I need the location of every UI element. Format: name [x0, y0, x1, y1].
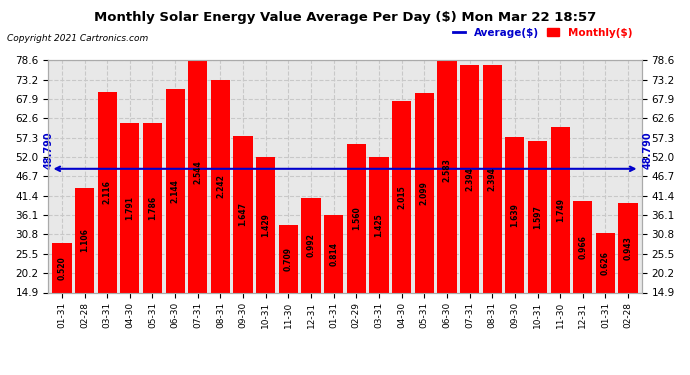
Bar	[97, 92, 117, 292]
Text: 1.597: 1.597	[533, 205, 542, 229]
Bar	[528, 141, 547, 292]
Text: 0.992: 0.992	[306, 234, 315, 257]
Bar	[75, 188, 94, 292]
Text: Copyright 2021 Cartronics.com: Copyright 2021 Cartronics.com	[7, 34, 148, 43]
Text: 2.144: 2.144	[170, 179, 179, 203]
Bar	[52, 243, 72, 292]
Text: 0.709: 0.709	[284, 247, 293, 271]
Text: 1.106: 1.106	[80, 228, 89, 252]
Bar	[369, 157, 388, 292]
Bar	[302, 198, 321, 292]
Legend: Average($), Monthly($): Average($), Monthly($)	[448, 23, 636, 42]
Text: 0.966: 0.966	[578, 235, 587, 259]
Bar	[392, 101, 411, 292]
Bar	[256, 157, 275, 292]
Bar	[279, 225, 298, 292]
Text: 2.099: 2.099	[420, 181, 428, 205]
Text: 1.560: 1.560	[352, 207, 361, 230]
Bar	[188, 51, 208, 292]
Text: 0.520: 0.520	[57, 256, 66, 280]
Text: Monthly Solar Energy Value Average Per Day ($) Mon Mar 22 18:57: Monthly Solar Energy Value Average Per D…	[94, 11, 596, 24]
Bar	[211, 80, 230, 292]
Text: 1.639: 1.639	[511, 203, 520, 226]
Text: 1.429: 1.429	[262, 213, 270, 237]
Text: 1.749: 1.749	[555, 198, 564, 222]
Bar	[346, 144, 366, 292]
Bar	[324, 215, 344, 292]
Text: 48.790: 48.790	[43, 131, 54, 169]
Text: 1.791: 1.791	[126, 195, 135, 219]
Text: 1.425: 1.425	[375, 213, 384, 237]
Bar	[143, 123, 162, 292]
Bar	[120, 123, 139, 292]
Text: 48.790: 48.790	[642, 131, 653, 169]
Text: 0.814: 0.814	[329, 242, 338, 266]
Text: 1.786: 1.786	[148, 196, 157, 220]
Bar	[460, 65, 479, 292]
Bar	[437, 47, 457, 292]
Bar	[482, 65, 502, 292]
Bar	[505, 137, 524, 292]
Text: 2.394: 2.394	[488, 167, 497, 191]
Text: 0.626: 0.626	[601, 251, 610, 275]
Text: 2.394: 2.394	[465, 167, 474, 191]
Text: 1.647: 1.647	[239, 202, 248, 226]
Bar	[618, 203, 638, 292]
Text: 0.943: 0.943	[624, 236, 633, 260]
Text: 2.116: 2.116	[103, 180, 112, 204]
Bar	[166, 89, 185, 292]
Bar	[551, 126, 570, 292]
Bar	[415, 93, 434, 292]
Bar	[233, 136, 253, 292]
Text: 2.242: 2.242	[216, 174, 225, 198]
Bar	[596, 233, 615, 292]
Text: 2.544: 2.544	[193, 160, 202, 184]
Text: 2.583: 2.583	[442, 158, 451, 182]
Bar	[573, 201, 593, 292]
Text: 2.015: 2.015	[397, 185, 406, 209]
